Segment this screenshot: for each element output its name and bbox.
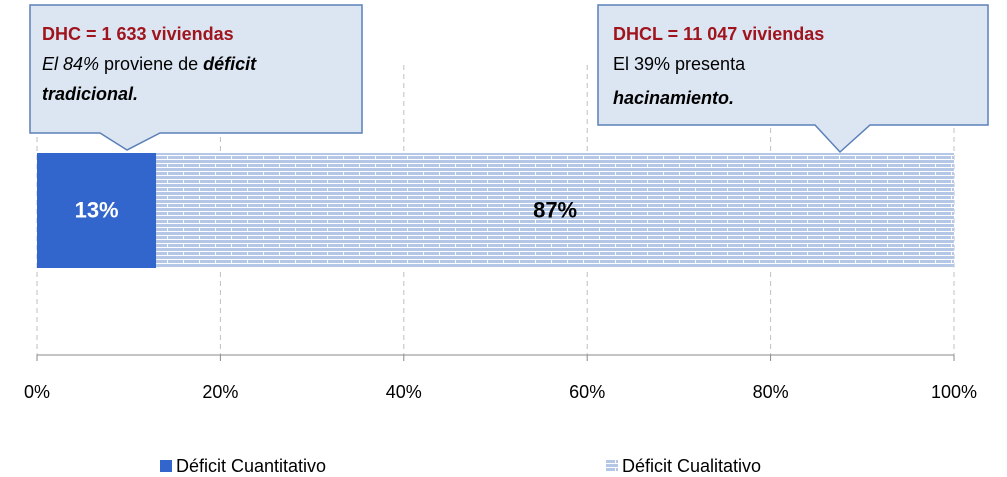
legend-label: Déficit Cuantitativo [176, 456, 326, 476]
x-tick-label: 20% [202, 382, 238, 402]
callout-part: El 84% [42, 54, 99, 74]
x-tick-label: 100% [931, 382, 977, 402]
bar-segment [156, 153, 954, 268]
bar-segment [37, 153, 157, 268]
callout-text: tradicional. [42, 84, 138, 104]
callout-box [597, 4, 989, 154]
callout: DHCL = 11 047 viviendas El 39% presenta … [597, 4, 989, 154]
x-tick-label: 60% [569, 382, 605, 402]
legend-label: Déficit Cualitativo [622, 456, 761, 476]
callout-title: DHCL = 11 047 viviendas [613, 24, 824, 44]
legend-swatch [606, 460, 618, 472]
plot-area: 0% 20% 40% 60% 80% 100% 13% 87% [24, 65, 977, 402]
legend-swatch [160, 460, 172, 472]
callout-text: El 39% presenta [613, 54, 746, 74]
callout-title: DHC = 1 633 viviendas [42, 24, 234, 44]
callout-part: déficit [203, 54, 257, 74]
callout-box [29, 4, 363, 151]
x-tick-label: 0% [24, 382, 50, 402]
data-label: 13% [75, 197, 119, 222]
x-tick-label: 40% [386, 382, 422, 402]
callout: DHC = 1 633 viviendas El 84% proviene de… [29, 4, 363, 151]
callout-part: proviene de [99, 54, 203, 74]
data-label: 87% [533, 197, 577, 222]
x-tick-label: 80% [753, 382, 789, 402]
callout-text: El 84% proviene de déficit [42, 54, 257, 74]
callout-text: hacinamiento. [613, 88, 734, 108]
